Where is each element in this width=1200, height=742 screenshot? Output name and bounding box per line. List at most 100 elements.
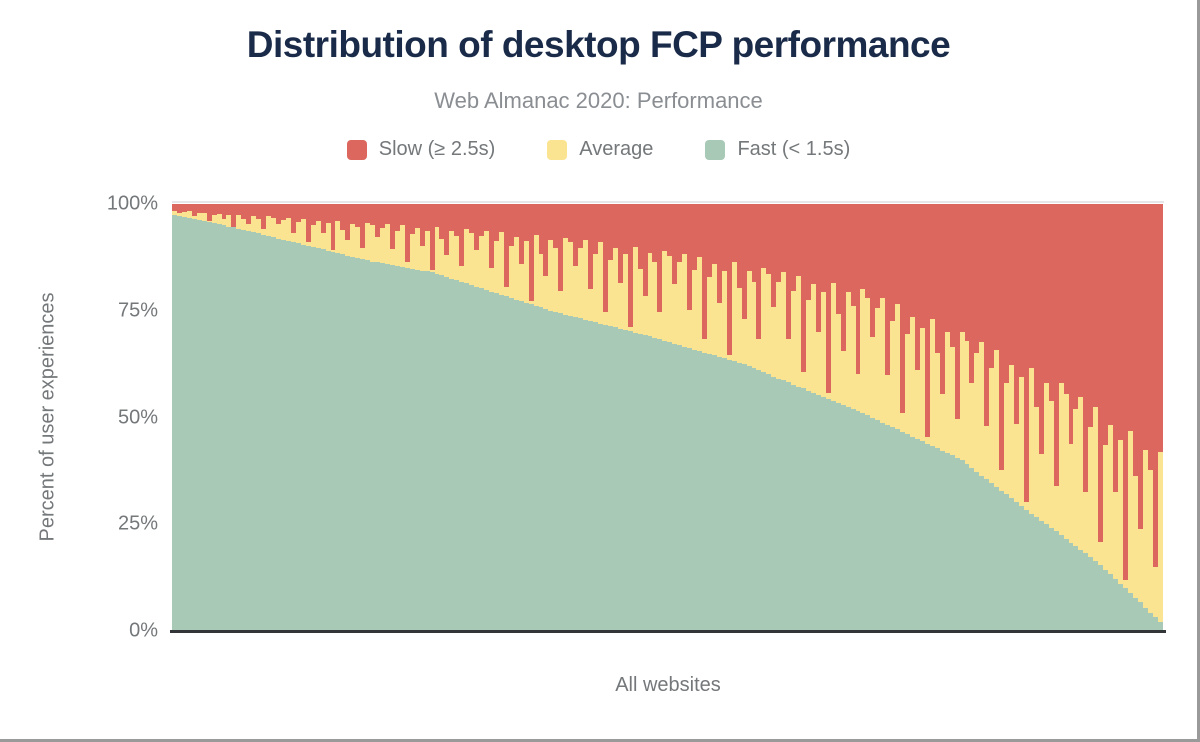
stacked-bar (944, 204, 950, 631)
segment-middle (617, 282, 623, 329)
segment-top (384, 204, 390, 225)
segment-top (246, 204, 252, 225)
segment-bottom (479, 288, 485, 631)
segment-top (949, 204, 955, 348)
segment-middle (924, 437, 930, 444)
segment-top (657, 204, 663, 313)
stacked-bar (786, 204, 792, 631)
segment-top (731, 204, 737, 263)
segment-top (588, 204, 594, 289)
segment-top (196, 204, 202, 214)
segment-middle (929, 319, 935, 447)
segment-middle (979, 342, 985, 476)
stacked-bar (578, 204, 584, 631)
segment-bottom (1023, 509, 1029, 631)
stacked-bar (1018, 204, 1024, 631)
segment-middle (394, 230, 400, 266)
segment-top (1073, 204, 1079, 409)
segment-bottom (429, 272, 435, 631)
segment-middle (875, 308, 881, 421)
segment-top (365, 204, 371, 223)
segment-middle (1118, 440, 1123, 584)
stacked-bar (632, 204, 638, 631)
stacked-bar (548, 204, 554, 631)
segment-top (459, 204, 465, 266)
stacked-bar (1038, 204, 1044, 631)
segment-middle (1038, 454, 1044, 521)
segment-top (865, 204, 871, 298)
segment-middle (597, 242, 603, 324)
segment-top (548, 204, 554, 241)
segment-bottom (711, 355, 717, 631)
segment-bottom (201, 221, 207, 631)
stacked-bar (543, 204, 549, 631)
segment-top (503, 204, 509, 287)
stacked-bar (176, 204, 182, 631)
segment-top (855, 204, 861, 375)
stacked-bar (776, 204, 782, 631)
stacked-bar (855, 204, 861, 631)
segment-bottom (1108, 574, 1114, 631)
segment-bottom (1063, 538, 1069, 631)
segment-middle (459, 265, 465, 282)
chart-subtitle: Web Almanac 2020: Performance (434, 88, 763, 113)
segment-top (236, 204, 242, 215)
stacked-bar (280, 204, 286, 631)
stacked-bar (612, 204, 618, 631)
segment-bottom (815, 394, 821, 631)
stacked-bar (597, 204, 603, 631)
segment-bottom (806, 390, 811, 631)
segment-bottom (597, 323, 603, 631)
segment-top (256, 204, 262, 219)
segment-bottom (528, 304, 534, 631)
segment-top (895, 204, 901, 305)
segment-bottom (246, 231, 252, 631)
segment-middle (969, 382, 975, 468)
segment-bottom (1157, 622, 1163, 631)
segment-middle (701, 338, 707, 353)
segment-middle (602, 312, 608, 325)
segment-bottom (493, 293, 499, 631)
segment-bottom (776, 378, 782, 631)
segment-bottom (588, 320, 594, 631)
segment-bottom (870, 417, 876, 631)
stacked-bar (320, 204, 326, 631)
segment-bottom (375, 262, 381, 631)
segment-bottom (999, 490, 1005, 631)
segment-bottom (716, 356, 722, 631)
stacked-bar (1053, 204, 1059, 631)
segment-bottom (756, 370, 762, 631)
stacked-bar (890, 204, 896, 631)
segment-top (1113, 204, 1119, 493)
segment-bottom (384, 264, 390, 631)
y-tick-label: 25% (117, 512, 158, 535)
segment-middle (285, 217, 291, 241)
segment-bottom (1142, 607, 1148, 631)
segment-middle (999, 470, 1005, 491)
legend-swatch-fast-icon (705, 139, 726, 160)
segment-middle (484, 230, 489, 290)
y-tick-label: 75% (117, 299, 158, 322)
segment-bottom (914, 438, 920, 631)
segment-top (241, 204, 247, 219)
segment-middle (583, 240, 589, 320)
stacked-bar (1132, 204, 1138, 631)
segment-top (221, 204, 227, 219)
segment-top (226, 204, 232, 216)
stacked-bar (206, 204, 212, 631)
segment-middle (954, 419, 960, 458)
segment-middle (444, 254, 450, 278)
segment-top (880, 204, 886, 298)
segment-middle (335, 221, 341, 254)
segment-top (305, 204, 311, 242)
stacked-bar (860, 204, 866, 631)
segment-bottom (360, 259, 366, 631)
segment-middle (251, 216, 257, 233)
segment-middle (320, 233, 326, 250)
segment-top (682, 204, 688, 254)
stacked-bar (261, 204, 267, 631)
segment-middle (474, 250, 480, 287)
segment-bottom (890, 427, 896, 631)
segment-bottom (944, 452, 950, 631)
stacked-bar (627, 204, 633, 631)
